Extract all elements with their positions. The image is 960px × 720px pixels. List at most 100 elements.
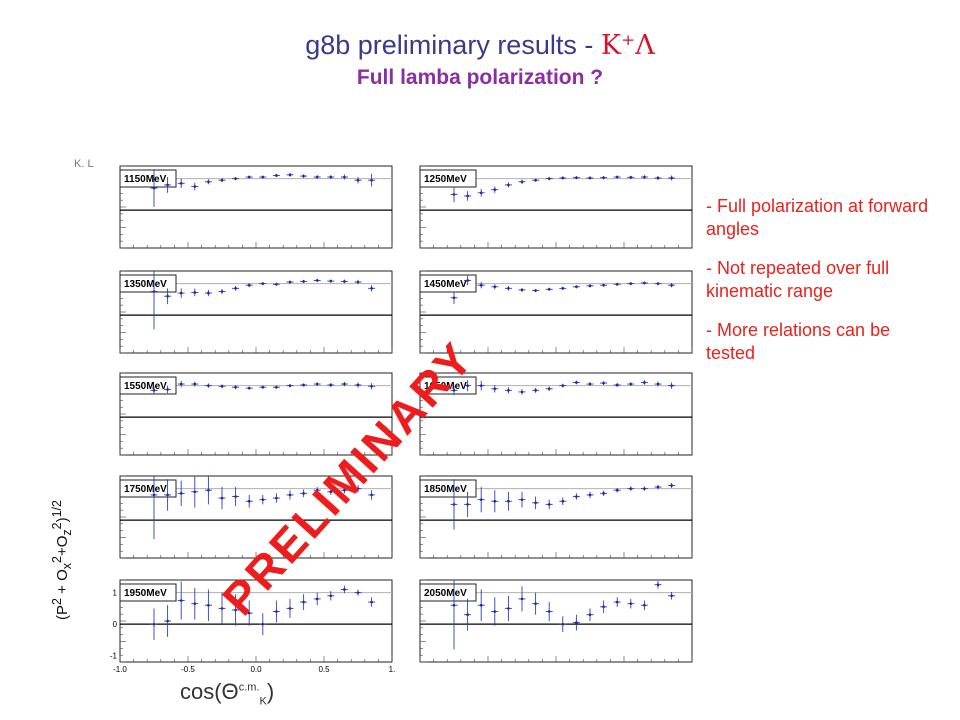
y-axis-label: (P2 + Ox2+Oz2)1/2 <box>50 500 74 620</box>
data-point <box>561 622 565 626</box>
data-point <box>315 175 319 179</box>
data-point <box>547 177 551 180</box>
data-point <box>507 183 510 187</box>
data-point <box>166 619 169 623</box>
data-point <box>520 180 524 184</box>
data-point <box>452 603 456 607</box>
x-tick-label: 1. <box>389 665 396 674</box>
energy-label-box <box>119 274 177 293</box>
data-point <box>534 602 537 605</box>
data-point <box>520 498 524 501</box>
data-point <box>629 487 633 490</box>
data-point <box>261 622 265 626</box>
data-point <box>207 291 210 295</box>
data-point <box>656 176 660 180</box>
data-point <box>234 177 237 180</box>
data-point <box>288 493 292 497</box>
energy-label-box <box>419 583 477 602</box>
data-point <box>370 178 373 182</box>
data-point <box>656 282 660 285</box>
data-point <box>520 390 524 394</box>
data-point <box>370 493 373 497</box>
data-point <box>629 382 633 386</box>
data-point <box>588 493 592 497</box>
data-point <box>507 389 510 392</box>
data-point <box>247 499 251 503</box>
data-point <box>656 485 660 489</box>
data-point <box>288 173 292 177</box>
data-point <box>670 176 673 180</box>
data-point <box>220 384 224 388</box>
data-point <box>288 607 292 610</box>
data-point <box>288 280 292 284</box>
x-tick-label: -0.5 <box>181 665 195 674</box>
data-point <box>329 490 333 494</box>
data-point <box>356 178 360 182</box>
data-point <box>479 603 483 607</box>
data-point <box>670 384 673 387</box>
data-point <box>602 605 605 609</box>
data-point <box>247 175 251 179</box>
data-point <box>193 382 197 386</box>
data-point <box>302 383 305 387</box>
data-point <box>207 180 210 184</box>
data-point <box>547 610 551 613</box>
data-point <box>561 287 565 290</box>
y-tick-label: -1 <box>110 652 118 661</box>
data-point <box>493 387 497 391</box>
data-point <box>466 613 469 616</box>
data-point <box>152 186 156 190</box>
data-point <box>452 389 456 392</box>
data-point <box>629 282 633 285</box>
data-point <box>670 594 673 598</box>
data-point <box>534 389 537 392</box>
data-point <box>261 282 265 285</box>
slide-title: g8b preliminary results - K⁺Λ <box>0 30 960 61</box>
data-point <box>575 621 578 624</box>
data-point <box>152 389 156 392</box>
data-point <box>534 289 537 292</box>
data-point <box>220 290 224 293</box>
data-point <box>493 499 497 503</box>
data-point <box>179 182 183 185</box>
data-point <box>575 495 578 498</box>
data-point <box>261 175 265 179</box>
data-point <box>615 175 619 179</box>
data-point <box>547 287 551 291</box>
data-point <box>520 288 524 292</box>
data-point <box>575 381 578 384</box>
data-point <box>315 382 319 386</box>
data-point <box>343 175 346 179</box>
data-point <box>329 279 333 283</box>
energy-label: 1650MeV <box>424 381 467 392</box>
data-point <box>370 287 373 290</box>
title-particle: K⁺Λ <box>600 30 655 61</box>
data-point <box>656 382 660 386</box>
data-point <box>220 607 224 610</box>
data-point <box>343 280 346 283</box>
data-point <box>466 279 469 282</box>
energy-label: 1550MeV <box>124 381 167 392</box>
data-point <box>329 594 333 598</box>
data-point <box>588 382 592 386</box>
data-point <box>602 176 605 179</box>
data-point <box>370 600 373 604</box>
bullet-item: - More relations can be tested <box>706 320 891 363</box>
data-point <box>643 175 646 179</box>
data-point <box>247 283 251 287</box>
data-point <box>615 600 619 604</box>
data-point <box>356 383 360 387</box>
data-point <box>588 284 592 288</box>
data-point <box>629 176 633 179</box>
slide-subtitle: Full lamba polarization ? <box>356 66 604 89</box>
data-point <box>588 613 592 616</box>
data-point <box>547 387 551 391</box>
data-point <box>479 283 483 287</box>
data-point <box>493 610 497 613</box>
data-point <box>534 178 537 182</box>
data-point <box>602 283 605 287</box>
data-point <box>520 597 524 601</box>
x-tick-label: -1.0 <box>113 665 127 674</box>
energy-label: 1750MeV <box>124 484 167 495</box>
data-point <box>234 495 237 498</box>
